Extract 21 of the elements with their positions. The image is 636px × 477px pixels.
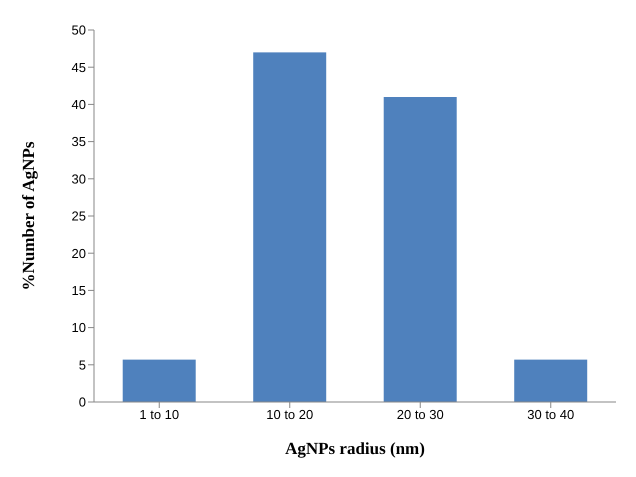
- y-tick-label: 15: [72, 283, 86, 298]
- bar: [122, 360, 196, 402]
- y-tick-label: 0: [78, 394, 86, 410]
- x-tick-label: 1 to 10: [139, 407, 180, 422]
- bar: [384, 96, 457, 402]
- bar: [514, 360, 588, 402]
- y-tick-label: 50: [72, 22, 86, 38]
- y-tick-label: 20: [72, 246, 86, 261]
- x-tick-label: 30 to 40: [527, 407, 574, 422]
- x-axis-title: AgNPs radius (nm): [285, 439, 425, 458]
- y-tick-label: 35: [72, 134, 86, 150]
- y-tick-label: 30: [72, 171, 86, 186]
- y-tick-label: 40: [72, 97, 86, 112]
- y-axis-title: %Number of AgNPs: [19, 141, 38, 290]
- y-tick-label: 5: [78, 357, 86, 372]
- y-tick-label: 45: [72, 60, 86, 75]
- x-tick-label: 10 to 20: [266, 407, 314, 422]
- bar: [253, 52, 326, 402]
- x-tick-label: 20 to 30: [396, 407, 444, 422]
- y-tick-label: 25: [72, 208, 86, 224]
- y-tick-label: 10: [72, 320, 86, 336]
